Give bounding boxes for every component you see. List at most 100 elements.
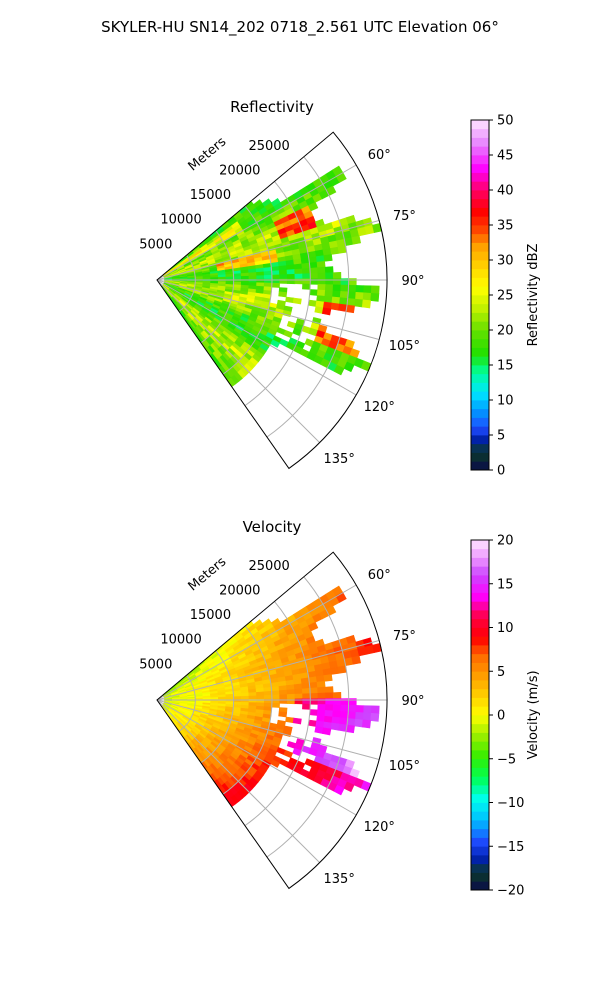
field-cell bbox=[330, 302, 340, 311]
colorbar-segment bbox=[471, 242, 489, 252]
range-tick-label: 25000 bbox=[248, 559, 289, 574]
colorbar-segment bbox=[471, 872, 489, 882]
colorbar-label: Velocity (m/s) bbox=[526, 670, 541, 759]
colorbar-segment bbox=[471, 172, 489, 182]
field-cell bbox=[301, 267, 311, 275]
field-cell bbox=[309, 692, 319, 700]
field-cell bbox=[355, 705, 365, 714]
field-cell bbox=[370, 285, 380, 295]
velocity-colorbar: −20 −15 −10 −5 0 5 10 15 20 Velocity (m/s) bbox=[470, 534, 541, 899]
field-cell bbox=[263, 274, 273, 280]
field-cell bbox=[271, 274, 280, 280]
colorbar-tick-label: 5 bbox=[497, 665, 505, 680]
field-cell bbox=[347, 284, 357, 293]
field-cell bbox=[270, 339, 281, 348]
colorbar-segment bbox=[471, 592, 489, 602]
colorbar-segment bbox=[471, 382, 489, 392]
field-cell bbox=[355, 285, 365, 294]
field-cell bbox=[324, 266, 334, 274]
colorbar-tick-label: −20 bbox=[497, 884, 524, 899]
range-ring bbox=[222, 205, 273, 375]
colorbar-segment bbox=[471, 671, 489, 681]
range-ring bbox=[200, 650, 235, 764]
field-cell bbox=[323, 254, 333, 262]
field-cell bbox=[294, 693, 303, 700]
field-cell bbox=[271, 282, 280, 288]
colorbar-tick-label: −5 bbox=[497, 752, 516, 767]
field-cell bbox=[316, 709, 326, 717]
azimuth-tick-label: 90° bbox=[401, 274, 424, 289]
colorbar-segment bbox=[471, 347, 489, 357]
field-cell bbox=[314, 726, 324, 734]
field-cell bbox=[225, 276, 234, 280]
field-cell bbox=[363, 705, 372, 714]
colorbar-segment bbox=[471, 776, 489, 786]
field-cell bbox=[317, 272, 326, 280]
field-cell bbox=[330, 666, 340, 675]
field-cell bbox=[321, 307, 332, 316]
range-tick-label: 20000 bbox=[219, 583, 260, 598]
field-cell bbox=[361, 299, 372, 309]
field-cell bbox=[302, 703, 311, 710]
field-cell bbox=[286, 689, 296, 695]
azimuth-tick-label: 60° bbox=[368, 568, 391, 583]
colorbar-segment bbox=[471, 618, 489, 628]
field-cell bbox=[321, 727, 332, 736]
field-cell bbox=[351, 235, 362, 245]
colorbar-tick-label: −15 bbox=[497, 840, 524, 855]
colorbar-segment bbox=[471, 330, 489, 340]
field-cell bbox=[293, 683, 303, 690]
colorbar-segment bbox=[471, 452, 489, 462]
field-cell bbox=[316, 289, 326, 297]
field-cell bbox=[355, 711, 364, 721]
azimuth-tick-label: 135° bbox=[324, 872, 355, 887]
azimuth-tick-label: 105° bbox=[389, 759, 420, 774]
sector-outline bbox=[156, 131, 388, 470]
azimuth-gridline bbox=[156, 639, 380, 701]
colorbar-segment bbox=[471, 356, 489, 366]
colorbar-segment bbox=[471, 837, 489, 847]
field-cell bbox=[317, 284, 326, 291]
colorbar-segment bbox=[471, 601, 489, 611]
colorbar-segment bbox=[471, 680, 489, 690]
colorbar-tick-label: 15 bbox=[497, 577, 514, 592]
colorbar-segment bbox=[471, 225, 489, 235]
range-ring bbox=[266, 576, 350, 858]
colorbar-segment bbox=[471, 855, 489, 865]
figure-suptitle: SKYLER-HU SN14_202 0718_2.561 UTC Elevat… bbox=[101, 18, 499, 37]
field-cell bbox=[301, 682, 311, 690]
field-cell bbox=[283, 749, 294, 759]
field-cell bbox=[256, 275, 265, 280]
field-cell bbox=[240, 695, 250, 700]
colorbar-segment bbox=[471, 723, 489, 733]
colorbar-segment bbox=[471, 706, 489, 716]
colorbar-tick-label: 25 bbox=[497, 289, 514, 304]
colorbar-tick-label: 35 bbox=[497, 219, 514, 234]
range-tick-label: 10000 bbox=[160, 213, 201, 228]
field-cell bbox=[309, 681, 318, 689]
range-tick-label: 15000 bbox=[190, 608, 231, 623]
colorbar-segment bbox=[471, 373, 489, 383]
colorbar-segment bbox=[471, 426, 489, 436]
colorbar-segment bbox=[471, 443, 489, 453]
field-cell bbox=[286, 693, 296, 700]
field-cell bbox=[332, 704, 342, 712]
colorbar-segment bbox=[471, 338, 489, 348]
colorbar-segment bbox=[471, 461, 489, 471]
field-cell bbox=[302, 273, 311, 280]
colorbar-segment bbox=[471, 662, 489, 672]
field-cell bbox=[325, 272, 334, 280]
field-cell bbox=[340, 284, 349, 293]
field-cell bbox=[256, 691, 265, 697]
colorbar-segment bbox=[471, 811, 489, 821]
field-cell bbox=[330, 246, 340, 255]
colorbar-segment bbox=[471, 881, 489, 891]
field-cell bbox=[343, 781, 355, 793]
colorbar-segment bbox=[471, 312, 489, 322]
field-cell bbox=[278, 689, 288, 696]
field-cell bbox=[256, 271, 265, 277]
field-cell bbox=[332, 691, 342, 700]
field-cell bbox=[332, 271, 342, 280]
